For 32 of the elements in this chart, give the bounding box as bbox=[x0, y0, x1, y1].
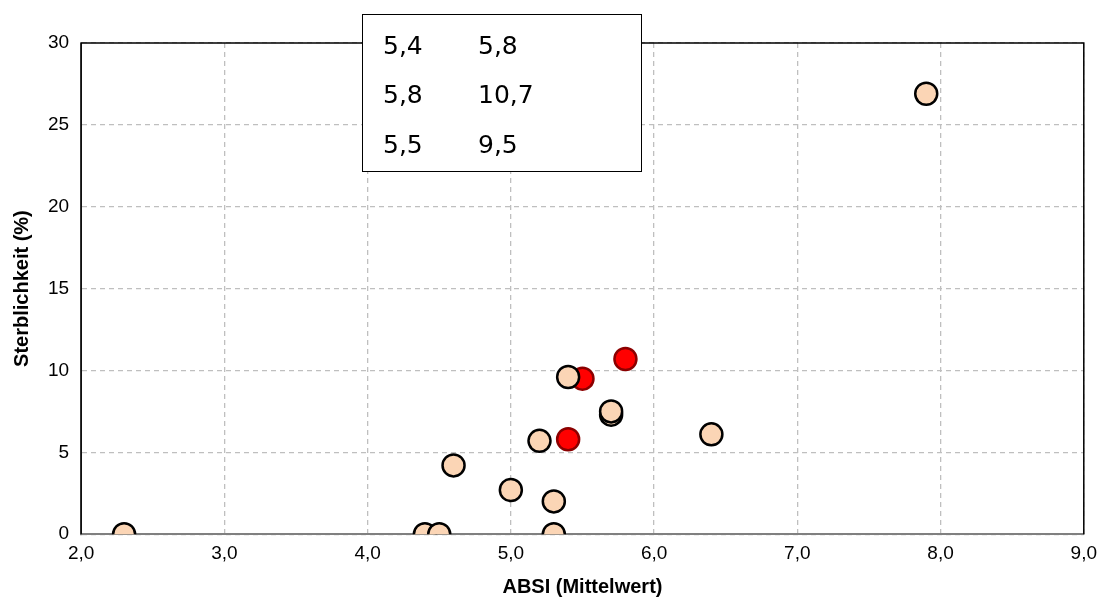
point bbox=[613, 346, 638, 372]
x-tick-label: 5,0 bbox=[497, 541, 525, 563]
x-axis-title: ABSI (Mittelwert) bbox=[502, 574, 663, 597]
point bbox=[498, 477, 524, 503]
y-tick-label: 15 bbox=[47, 276, 70, 298]
point bbox=[913, 81, 939, 107]
y-axis-title: Sterblichkeit (%) bbox=[9, 210, 32, 367]
y-tick-label: 20 bbox=[47, 194, 70, 216]
x-tick-label: 7,0 bbox=[784, 541, 811, 563]
annotation: 10,7 bbox=[478, 79, 535, 112]
x-tick-label: 9,0 bbox=[1070, 541, 1097, 563]
point bbox=[555, 364, 581, 390]
point bbox=[441, 453, 466, 478]
y-tick-label: 25 bbox=[47, 113, 70, 135]
x-tick-label: 4,0 bbox=[354, 541, 381, 563]
annotation: 5,8 bbox=[383, 79, 424, 112]
annotation: 5,5 bbox=[383, 128, 424, 161]
y-tick-label: 0 bbox=[58, 522, 70, 544]
point bbox=[699, 422, 724, 447]
annotation: 9,5 bbox=[478, 128, 519, 161]
x-tick-label: 8,0 bbox=[927, 541, 954, 563]
x-tick-label: 3,0 bbox=[211, 541, 238, 563]
y-tick-label: 30 bbox=[47, 31, 70, 53]
y-tick-label: 5 bbox=[58, 440, 70, 462]
point bbox=[541, 489, 567, 514]
point bbox=[555, 426, 581, 452]
y-tick-label: 10 bbox=[47, 358, 70, 380]
annotation: 5,8 bbox=[478, 30, 519, 62]
x-tick-label: 2,0 bbox=[67, 541, 95, 563]
annotation: 5,4 bbox=[383, 30, 424, 62]
point bbox=[527, 428, 552, 454]
x-tick-label: 6,0 bbox=[640, 541, 668, 563]
